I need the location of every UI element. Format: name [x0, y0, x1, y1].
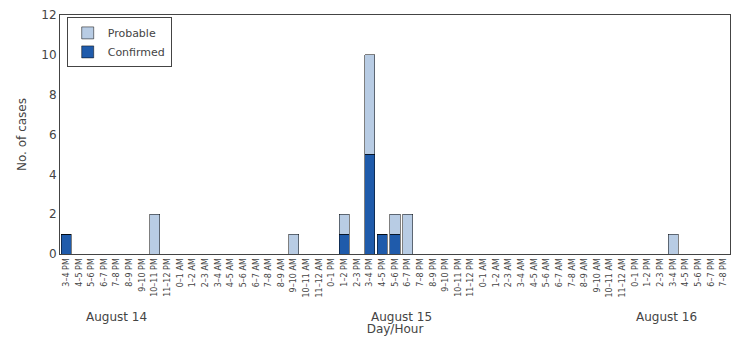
svg-text:3–4 AM: 3–4 AM	[517, 258, 526, 287]
svg-text:6–7 PM: 6–7 PM	[100, 258, 109, 287]
svg-text:4–5 PM: 4–5 PM	[75, 258, 84, 287]
svg-text:10–11 AM: 10–11 AM	[606, 258, 615, 297]
svg-text:2–3 AM: 2–3 AM	[201, 258, 210, 287]
svg-text:2–3 PM: 2–3 PM	[353, 258, 362, 287]
svg-text:2–3 PM: 2–3 PM	[656, 258, 665, 287]
svg-text:11–12 PM: 11–12 PM	[163, 258, 172, 297]
svg-text:11–12 AM: 11–12 AM	[315, 258, 324, 297]
svg-text:6–7 PM: 6–7 PM	[403, 258, 412, 287]
svg-text:0–1 PM: 0–1 PM	[631, 258, 640, 287]
svg-text:5–6 AM: 5–6 AM	[542, 258, 551, 287]
svg-text:7–8 PM: 7–8 PM	[719, 258, 728, 287]
svg-text:8–9 AM: 8–9 AM	[580, 258, 589, 287]
svg-text:7–8 PM: 7–8 PM	[416, 258, 425, 287]
svg-text:9–10 PM: 9–10 PM	[441, 258, 450, 292]
svg-text:5–6 PM: 5–6 PM	[87, 258, 96, 287]
svg-text:11–12 AM: 11–12 AM	[618, 258, 627, 297]
svg-text:1–2 AM: 1–2 AM	[188, 258, 197, 287]
svg-text:8–9 AM: 8–9 AM	[277, 258, 286, 287]
svg-text:12: 12	[41, 8, 56, 22]
svg-text:9–10 AM: 9–10 AM	[593, 258, 602, 292]
svg-text:4–5 AM: 4–5 AM	[530, 258, 539, 287]
svg-text:3–4 PM: 3–4 PM	[669, 258, 678, 287]
svg-text:10: 10	[41, 48, 56, 62]
svg-text:7–8 PM: 7–8 PM	[112, 258, 121, 287]
svg-text:9–10 AM: 9–10 AM	[289, 258, 298, 292]
svg-text:0–1 AM: 0–1 AM	[479, 258, 488, 287]
svg-text:No. of cases: No. of cases	[15, 98, 29, 171]
svg-text:11–12 PM: 11–12 PM	[466, 258, 475, 297]
svg-text:9–10 PM: 9–10 PM	[138, 258, 147, 292]
svg-text:7–8 AM: 7–8 AM	[568, 258, 577, 287]
svg-text:8–9 PM: 8–9 PM	[125, 258, 134, 287]
svg-text:1–2 AM: 1–2 AM	[492, 258, 501, 287]
svg-text:3–4 PM: 3–4 PM	[365, 258, 374, 287]
svg-text:Probable: Probable	[108, 27, 156, 40]
svg-text:5–6 AM: 5–6 AM	[239, 258, 248, 287]
svg-text:2: 2	[49, 207, 57, 221]
svg-text:August 14: August 14	[86, 310, 147, 324]
svg-text:7–8 AM: 7–8 AM	[264, 258, 273, 287]
svg-text:1–2 PM: 1–2 PM	[643, 258, 652, 287]
svg-text:8: 8	[49, 88, 57, 102]
svg-text:10–11 AM: 10–11 AM	[302, 258, 311, 297]
svg-text:6: 6	[49, 128, 57, 142]
svg-text:0–1 AM: 0–1 AM	[176, 258, 185, 287]
svg-text:2–3 AM: 2–3 AM	[504, 258, 513, 287]
svg-text:5–6 PM: 5–6 PM	[694, 258, 703, 287]
svg-text:4–5 AM: 4–5 AM	[226, 258, 235, 287]
svg-text:10–11 PM: 10–11 PM	[150, 258, 159, 297]
svg-text:4–5 PM: 4–5 PM	[681, 258, 690, 287]
svg-text:Day/Hour: Day/Hour	[367, 322, 424, 336]
svg-text:August 16: August 16	[636, 310, 697, 324]
svg-text:0–1 PM: 0–1 PM	[327, 258, 336, 287]
svg-text:4–5 PM: 4–5 PM	[378, 258, 387, 287]
svg-text:August 15: August 15	[371, 310, 432, 324]
svg-text:0: 0	[49, 247, 57, 261]
svg-text:6–7 AM: 6–7 AM	[555, 258, 564, 287]
svg-text:1–2 PM: 1–2 PM	[340, 258, 349, 287]
svg-text:6–7 AM: 6–7 AM	[252, 258, 261, 287]
svg-text:5–6 PM: 5–6 PM	[391, 258, 400, 287]
svg-text:3–4 AM: 3–4 AM	[214, 258, 223, 287]
svg-text:6–7 PM: 6–7 PM	[707, 258, 716, 287]
svg-text:3–4 PM: 3–4 PM	[62, 258, 71, 287]
svg-text:10–11 PM: 10–11 PM	[454, 258, 463, 297]
svg-text:Confirmed: Confirmed	[108, 46, 165, 59]
svg-text:8–9 PM: 8–9 PM	[429, 258, 438, 287]
svg-text:4: 4	[49, 168, 57, 182]
